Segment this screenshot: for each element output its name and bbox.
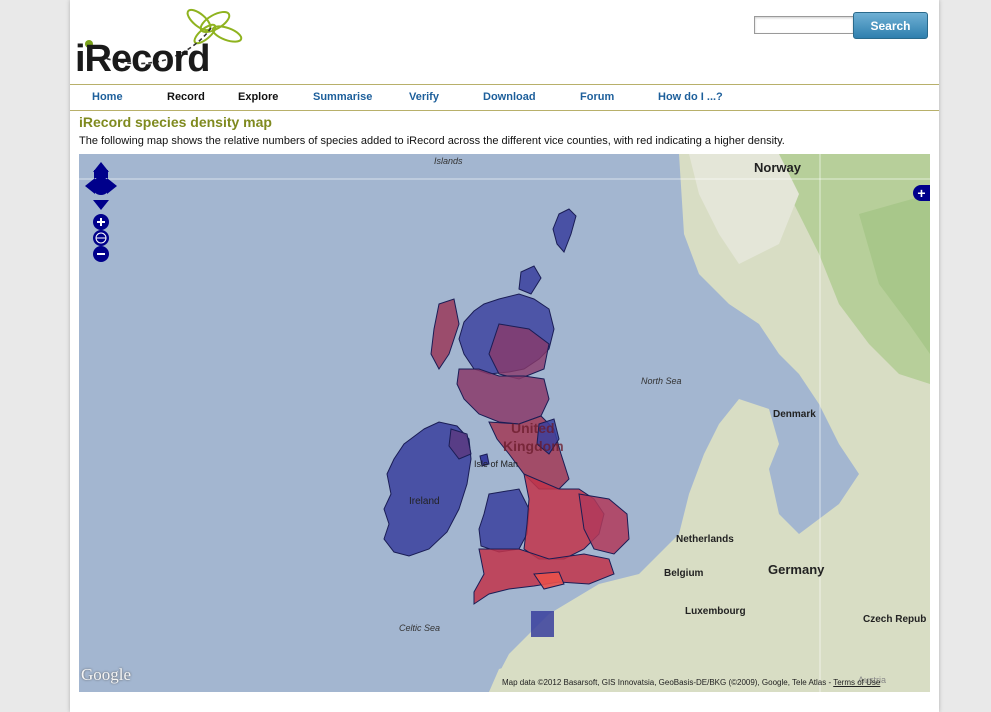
map-label-ireland: Ireland (409, 496, 440, 507)
map-attribution: Map data ©2012 Basarsoft, GIS Innovatsia… (502, 678, 880, 687)
orkney-region (518, 265, 542, 295)
isle-of-man-region (479, 453, 490, 467)
hebrides-region (430, 298, 460, 370)
map-canvas (79, 154, 930, 692)
map-label-islands: Islands (434, 156, 463, 166)
map-label-norway: Norway (754, 160, 801, 175)
mountain-area (689, 154, 799, 264)
shetland-region (552, 208, 577, 253)
intro-text: The following map shows the relative num… (79, 135, 785, 147)
wales-region (478, 488, 530, 553)
scotland-south-region (456, 368, 550, 425)
pan-up-icon[interactable] (93, 162, 109, 172)
forest-area-2 (859, 194, 930, 354)
nav-forum[interactable]: Forum (580, 91, 615, 103)
google-logo: Google (81, 665, 132, 684)
species-density-map[interactable]: Islands Norway North Sea Denmark United … (79, 154, 930, 692)
logo-text: iRecord (75, 38, 210, 80)
terms-of-use-link[interactable]: Terms of Use (833, 678, 881, 687)
channel-islands-region (531, 611, 554, 637)
high-density-region (533, 571, 565, 590)
map-label-germany: Germany (768, 562, 825, 577)
dragonfly-icon (85, 8, 243, 65)
nav-how-do-i[interactable]: How do I ...? (658, 91, 723, 103)
main-nav: Home Record Explore Summarise Verify Dow… (70, 84, 939, 111)
map-label-luxembourg: Luxembourg (685, 606, 746, 617)
map-label-kingdom: Kingdom (503, 438, 564, 454)
east-anglia-region (578, 493, 630, 555)
map-pan-zoom-control[interactable] (85, 160, 119, 264)
nav-home[interactable]: Home (92, 91, 123, 103)
map-label-denmark: Denmark (773, 409, 816, 420)
pan-right-icon[interactable] (107, 178, 117, 194)
ireland-region (383, 421, 472, 557)
attribution-text: Map data ©2012 Basarsoft, GIS Innovatsia… (502, 678, 832, 687)
nav-download[interactable]: Download (483, 91, 536, 103)
map-label-czech: Czech Repub (863, 614, 927, 625)
nav-verify[interactable]: Verify (409, 91, 439, 103)
map-label-isle-of-man: Isle of Man (474, 459, 519, 469)
map-label-belgium: Belgium (664, 568, 704, 579)
nav-explore[interactable]: Explore (238, 91, 279, 103)
page: iRecord Search Home Record Explore Summa… (70, 0, 939, 712)
map-label-austria: Austria (858, 675, 887, 685)
irecord-logo[interactable]: iRecord (75, 0, 245, 82)
northumberland-region (536, 418, 560, 455)
northern-ireland-region (448, 428, 472, 460)
search-input[interactable] (754, 16, 854, 34)
scotland-east-region (488, 323, 550, 380)
map-label-netherlands: Netherlands (676, 534, 734, 545)
page-title: iRecord species density map (79, 114, 272, 130)
map-label-north-sea: North Sea (641, 376, 682, 386)
pan-down-icon[interactable] (93, 200, 109, 210)
nav-record[interactable]: Record (167, 91, 205, 103)
layer-switcher-button[interactable]: + (913, 185, 930, 201)
france-coast (489, 659, 549, 692)
map-label-united: United (511, 420, 555, 436)
search-button[interactable]: Search (853, 12, 928, 39)
pan-left-icon[interactable] (85, 178, 95, 194)
nav-summarise[interactable]: Summarise (313, 91, 373, 103)
map-label-celtic-sea: Celtic Sea (399, 623, 441, 633)
